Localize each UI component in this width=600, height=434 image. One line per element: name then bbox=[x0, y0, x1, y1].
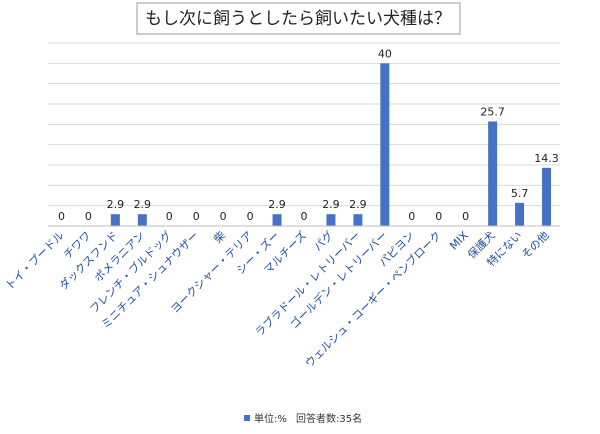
data-label: 0 bbox=[247, 210, 254, 223]
bar bbox=[380, 63, 390, 227]
data-label: 14.3 bbox=[534, 152, 559, 165]
data-label: 5.7 bbox=[511, 187, 529, 200]
category-label: その他 bbox=[519, 229, 552, 262]
category-labels: トイ・プードルチワワダックスフンドポメラニアンフレンチ・ブルドッグミニチュア・シ… bbox=[3, 228, 552, 370]
bar bbox=[326, 214, 336, 226]
data-label: 25.7 bbox=[480, 105, 505, 118]
chart-title: もし次に飼うとしたら飼いたい犬種は？ bbox=[145, 9, 451, 29]
category-label: 柴 bbox=[211, 228, 229, 246]
data-label: 2.9 bbox=[268, 198, 286, 211]
bar bbox=[488, 121, 498, 226]
data-label: 0 bbox=[301, 210, 308, 223]
bar bbox=[272, 214, 282, 226]
data-labels: 0 0 2.9 2.9 0 0 0 0 2.9 0 2.9 2.9 40 0 0 0 25.7 5.7 14.3 bbox=[58, 47, 559, 223]
legend-swatch bbox=[244, 415, 250, 421]
legend-series-label: 単位:% bbox=[254, 412, 287, 425]
data-label: 2.9 bbox=[322, 198, 340, 211]
bars bbox=[110, 63, 552, 227]
bar bbox=[542, 167, 552, 226]
data-label: 0 bbox=[166, 210, 173, 223]
bar bbox=[353, 214, 363, 226]
data-label: 2.9 bbox=[107, 198, 125, 211]
gridlines bbox=[48, 42, 560, 207]
bar bbox=[137, 214, 147, 226]
data-label: 0 bbox=[193, 210, 200, 223]
data-label: 40 bbox=[378, 47, 392, 60]
bar bbox=[110, 214, 120, 226]
data-label: 2.9 bbox=[134, 198, 152, 211]
data-label: 2.9 bbox=[349, 198, 367, 211]
legend-note: 回答者数:35名 bbox=[296, 412, 362, 425]
data-label: 0 bbox=[85, 210, 92, 223]
data-label: 0 bbox=[408, 210, 415, 223]
bar bbox=[515, 202, 525, 226]
data-label: 0 bbox=[220, 210, 227, 223]
legend: 単位:% 回答者数:35名 bbox=[244, 412, 362, 425]
data-label: 0 bbox=[58, 210, 65, 223]
data-label: 0 bbox=[462, 210, 469, 223]
chart-title-box bbox=[136, 2, 461, 35]
data-label: 0 bbox=[435, 210, 442, 223]
